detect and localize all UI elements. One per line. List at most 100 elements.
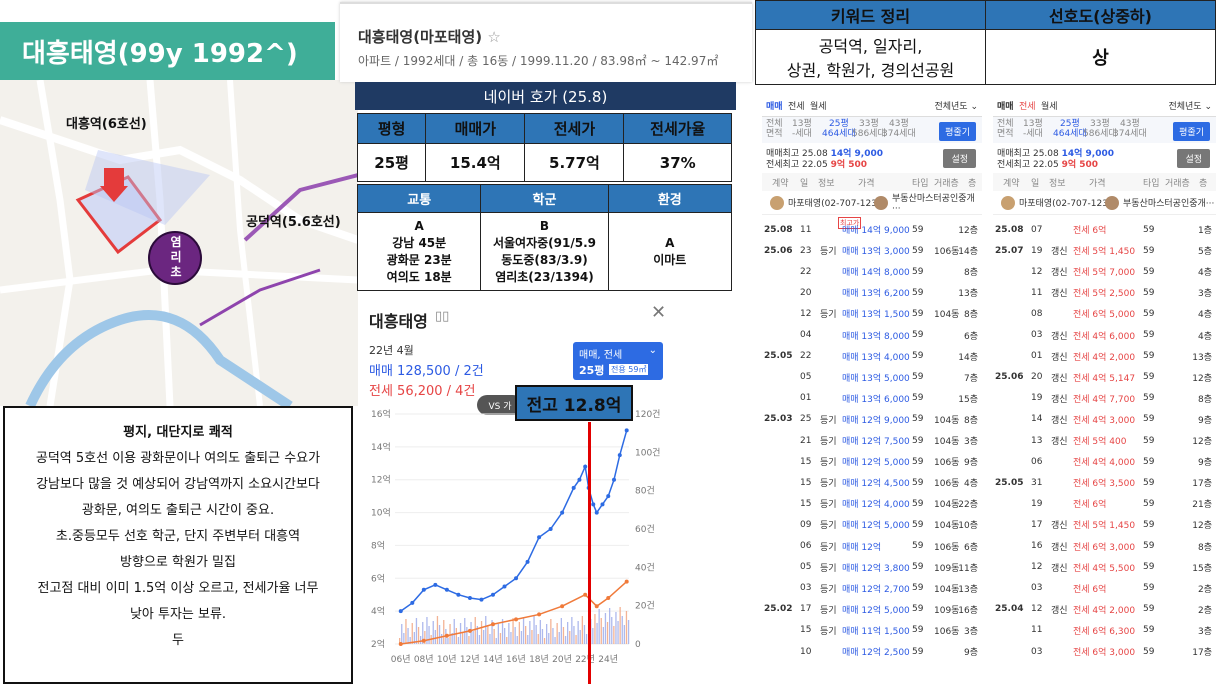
- transaction-row[interactable]: 19 갱신 전세 4억 7,700 59 8층: [1031, 393, 1212, 405]
- transaction-row[interactable]: 03 갱신 전세 4억 6,000 59 4층: [1031, 330, 1212, 342]
- agent-row[interactable]: 마포태영(02-707-123··· 부동산마스터공인중개···: [762, 191, 982, 215]
- agent-row[interactable]: 마포태영(02-707-123··· 부동산마스터공인중개···: [993, 191, 1216, 215]
- tab-jeonse[interactable]: 전세: [788, 102, 805, 112]
- note-line: 초.중등모두 선호 학군, 단지 주변부터 대흥역: [55, 529, 301, 544]
- tab-jeonse[interactable]: 전세: [1019, 102, 1036, 112]
- year-select[interactable]: 전체년도 ⌄: [1168, 102, 1212, 112]
- y-tick-label: 8억: [371, 539, 385, 551]
- transaction-row[interactable]: 25.08 07 전세 6억 59 1층: [995, 224, 1212, 237]
- size-chip[interactable]: 25평 464세대: [1053, 119, 1087, 139]
- transaction-row[interactable]: 14 갱신 전세 4억 3,000 59 9층: [1031, 414, 1212, 426]
- school-dongdo: 동도중(83/3.9): [501, 252, 588, 267]
- data-point: [591, 502, 596, 507]
- transaction-row[interactable]: 09 등기 매매 12억 5,000 59 104동 10층: [800, 519, 978, 532]
- chart-filter-dropdown[interactable]: 매매, 전세 ⌄ 25평 전용 59㎡: [573, 342, 663, 380]
- transaction-row[interactable]: 12 갱신 전세 4억 5,500 59 15층: [1031, 562, 1212, 574]
- size-chip[interactable]: 13평 -세대: [1023, 119, 1043, 139]
- transaction-row[interactable]: 15 등기 매매 12억 4,500 59 106동 4층: [800, 477, 978, 490]
- year-select[interactable]: 전체년도 ⌄: [934, 102, 978, 112]
- transaction-row[interactable]: 05 매매 13억 5,000 59 7층: [800, 372, 978, 384]
- transaction-row[interactable]: 25.05 22 매매 13억 4,000 59 14층: [764, 351, 978, 363]
- vs-compare-button[interactable]: VS 가: [477, 395, 523, 415]
- note-line: 낮아 투자는 보류.: [129, 607, 227, 622]
- tab-sale[interactable]: 매매: [766, 102, 783, 112]
- volume-bar: [550, 619, 552, 644]
- transaction-row[interactable]: 16 갱신 전세 6억 3,000 59 8층: [1031, 541, 1212, 553]
- tab-monthly[interactable]: 월세: [1041, 102, 1058, 112]
- transaction-row[interactable]: 25.03 25 등기 매매 12억 9,000 59 104동 8층: [764, 414, 978, 426]
- close-icon[interactable]: ✕: [651, 302, 667, 323]
- transaction-row[interactable]: 03 전세 6억 3,000 59 17층: [1031, 646, 1212, 659]
- transaction-row[interactable]: 15 등기 매매 11억 1,500 59 106동 3층: [800, 625, 978, 637]
- transaction-row[interactable]: 15 등기 매매 12억 4,000 59 104동 22층: [800, 498, 978, 511]
- transaction-row[interactable]: 06 전세 4억 4,000 59 9층: [1031, 456, 1212, 469]
- transaction-row[interactable]: 11 갱신 전세 5억 2,500 59 3층: [1031, 287, 1212, 300]
- transaction-row[interactable]: 25.05 31 전세 6억 3,500 59 17층: [995, 477, 1212, 490]
- volume-bar: [585, 634, 588, 644]
- data-point: [467, 596, 472, 600]
- map-icon[interactable]: ▯▯: [435, 309, 450, 324]
- transaction-row[interactable]: 01 매매 13억 6,000 59 15층: [800, 393, 978, 405]
- transaction-row[interactable]: 25.06 20 갱신 전세 4억 5,147 59 12층: [995, 372, 1212, 384]
- size-chip[interactable]: 33평 586세대: [1083, 119, 1117, 139]
- volume-bar: [518, 622, 520, 644]
- settings-button[interactable]: 설정: [1177, 149, 1210, 168]
- data-point: [433, 582, 438, 587]
- kw-header-keywords: 키워드 정리: [755, 0, 986, 30]
- transaction-row[interactable]: 03 전세 6억 59 2층: [1031, 583, 1212, 595]
- settings-button[interactable]: 설정: [943, 149, 976, 168]
- volume-bar: [434, 630, 436, 644]
- transaction-row[interactable]: 10 매매 12억 2,500 59 9층: [800, 646, 978, 659]
- transaction-row[interactable]: 12 갱신 전세 5억 7,000 59 4층: [1031, 266, 1212, 279]
- transaction-row[interactable]: 25.02 17 등기 매매 12억 5,000 59 109동 16층: [764, 604, 978, 616]
- volume-bar: [451, 633, 453, 644]
- transaction-row[interactable]: 15 등기 매매 12억 5,000 59 106동 9층: [800, 456, 978, 469]
- transaction-row[interactable]: 19 전세 6억 59 21층: [1031, 498, 1212, 511]
- size-chip[interactable]: 43평 374세대: [1113, 119, 1147, 139]
- volume-bar: [531, 630, 533, 644]
- transaction-row[interactable]: 04 매매 13억 8,000 59 6층: [800, 330, 978, 342]
- volume-bar: [504, 628, 506, 644]
- transaction-row[interactable]: 11 전세 6억 6,300 59 3층: [1031, 625, 1212, 637]
- jeonse-transaction-list: 매매 전세 월세 전체년도 ⌄ 13평 -세대 25평 464세대 33평 586세대 43평 374…: [993, 95, 1216, 684]
- tab-monthly[interactable]: 월세: [810, 102, 827, 112]
- transaction-row[interactable]: 21 등기 매매 12억 7,500 59 104동 3층: [800, 435, 978, 448]
- transaction-row[interactable]: 25.06 23 등기 매매 13억 3,000 59 106동 14층: [764, 245, 978, 258]
- data-point: [410, 600, 415, 605]
- volume-bar: [558, 632, 560, 644]
- transaction-row[interactable]: 01 갱신 전세 4억 2,000 59 13층: [1031, 351, 1212, 363]
- data-point: [594, 510, 599, 515]
- transaction-row[interactable]: 25.07 19 갱신 전세 5억 1,450 59 5층: [995, 245, 1212, 258]
- transaction-row[interactable]: 25.04 12 갱신 전세 4억 2,000 59 2층: [995, 604, 1212, 616]
- transaction-row[interactable]: 08 전세 6억 5,000 59 4층: [1031, 308, 1212, 321]
- size-chip[interactable]: 25평 464세대: [822, 119, 856, 139]
- filter-button[interactable]: 평줄기: [1173, 122, 1210, 141]
- volume-bar: [625, 611, 628, 644]
- volume-bar: [508, 623, 510, 644]
- env-emart: 이마트: [653, 252, 687, 267]
- transaction-row[interactable]: 12 등기 매매 13억 1,500 59 104동 8층: [800, 308, 978, 321]
- tab-sale[interactable]: 매매: [997, 102, 1014, 112]
- transaction-row[interactable]: 13 갱신 전세 5억 400 59 12층: [1031, 435, 1212, 448]
- volume-bar: [567, 622, 569, 644]
- volume-bar: [619, 607, 621, 644]
- favorite-star-icon[interactable]: ☆: [487, 28, 501, 46]
- y2-tick-label: 0: [635, 640, 641, 650]
- transaction-row[interactable]: 06 등기 매매 12억 59 106동 6층: [800, 541, 978, 553]
- size-chip[interactable]: 43평 374세대: [882, 119, 916, 139]
- transaction-row[interactable]: 17 갱신 전세 5억 1,450 59 12층: [1031, 519, 1212, 532]
- size-chip[interactable]: 13평 -세대: [792, 119, 812, 139]
- data-point: [490, 622, 495, 627]
- volume-bar: [501, 619, 504, 644]
- location-map[interactable]: 대흥역(6호선) 공덕역(5.6호선) 염리초: [0, 80, 358, 406]
- transaction-row[interactable]: 25.08 11 최고가 매매 14억 9,000 59 12층: [764, 217, 978, 237]
- x-tick-label: 12년: [460, 654, 480, 665]
- station-label-daeheung: 대흥역(6호선): [66, 117, 147, 132]
- transaction-row[interactable]: 05 등기 매매 12억 3,800 59 109동 11층: [800, 562, 978, 574]
- transaction-row[interactable]: 03 등기 매매 12억 2,700 59 104동 13층: [800, 583, 978, 595]
- filter-button[interactable]: 평줄기: [939, 122, 976, 141]
- size-chip[interactable]: 33평 586세대: [852, 119, 886, 139]
- volume-bar: [573, 626, 575, 644]
- transaction-row[interactable]: 20 매매 13억 6,200 59 13층: [800, 287, 978, 300]
- transaction-row[interactable]: 22 매매 14억 8,000 59 8층: [800, 266, 978, 279]
